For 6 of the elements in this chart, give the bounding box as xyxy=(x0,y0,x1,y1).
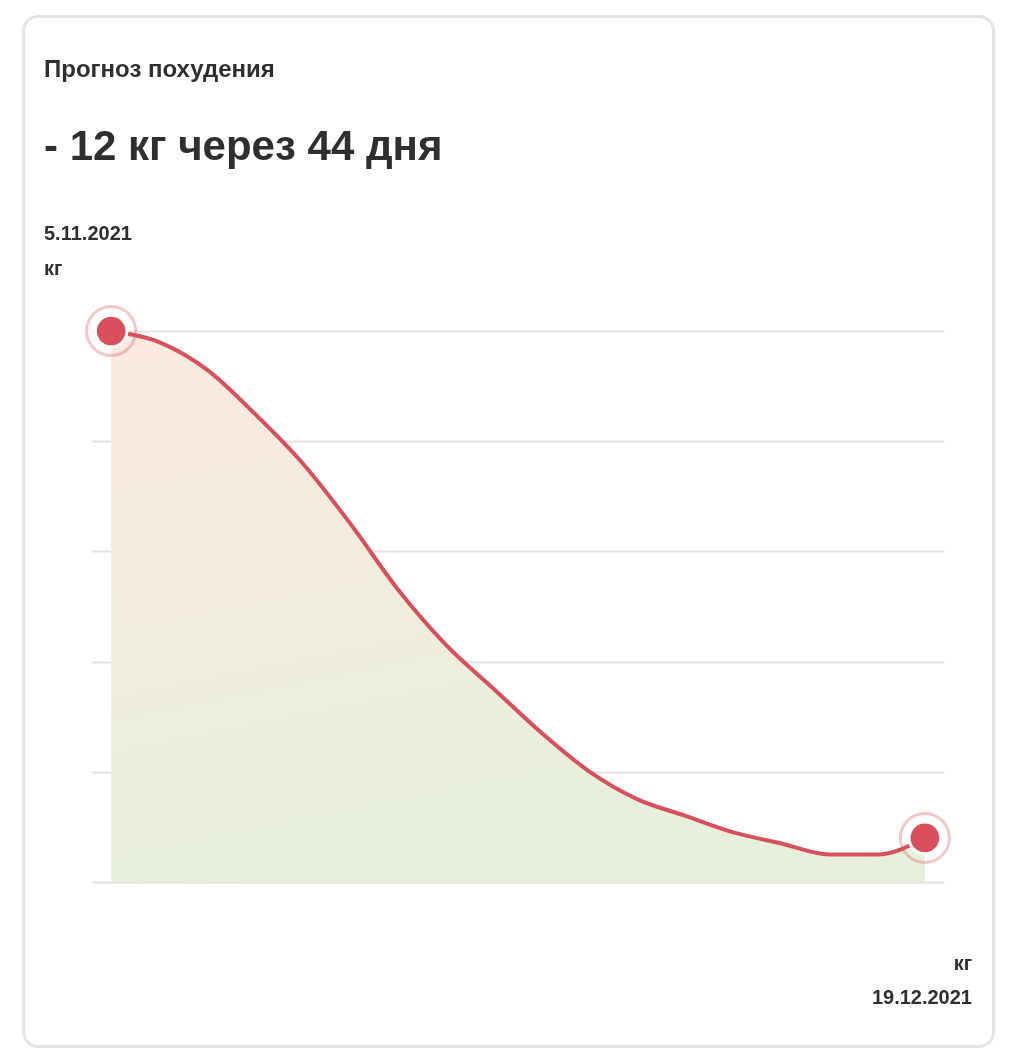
text: кг xyxy=(953,952,972,975)
text: кг xyxy=(44,257,63,280)
text: 5.11.2021 xyxy=(44,222,132,245)
text: 19.12.2021 xyxy=(871,986,972,1009)
chart-subtitle: - 12 кг через 44 дня xyxy=(44,122,443,170)
chart-title: Прогноз похудения xyxy=(44,55,275,83)
